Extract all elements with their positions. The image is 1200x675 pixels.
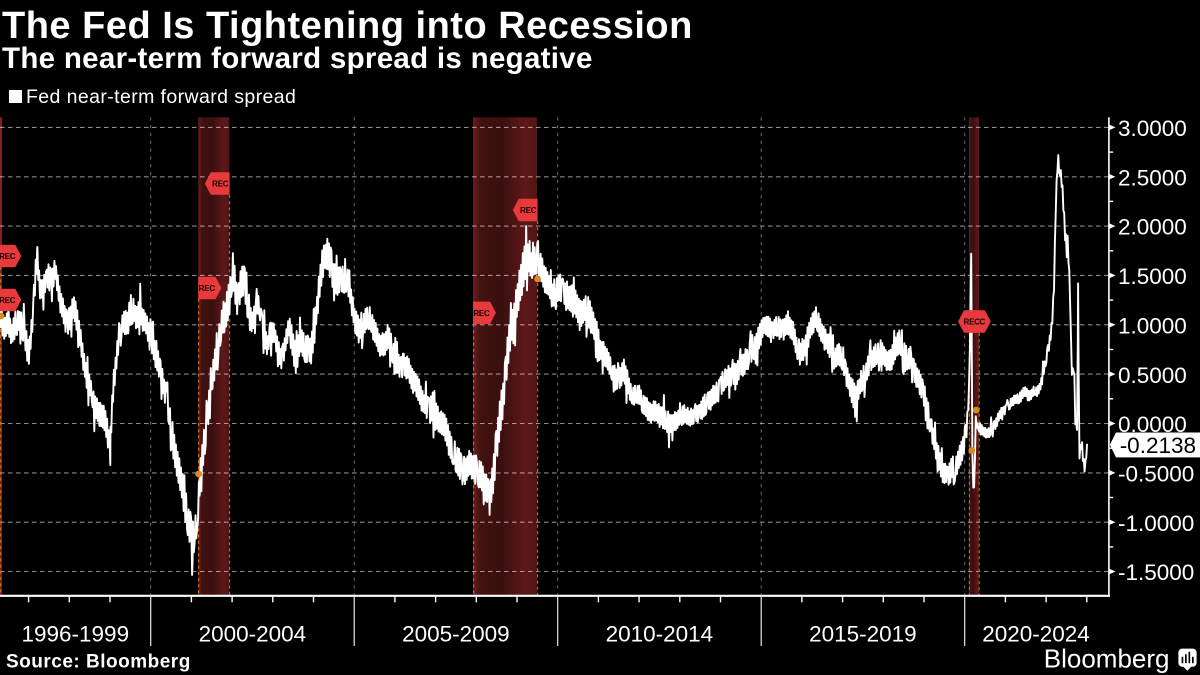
- svg-text:-0.2138: -0.2138: [1120, 433, 1196, 458]
- svg-text:REC: REC: [0, 296, 16, 305]
- svg-text:REC: REC: [199, 284, 216, 293]
- svg-text:1996-1999: 1996-1999: [21, 622, 129, 647]
- svg-text:2015-2019: 2015-2019: [809, 622, 917, 647]
- svg-text:2010-2014: 2010-2014: [606, 622, 714, 647]
- svg-text:Bloomberg: Bloomberg: [1044, 644, 1170, 674]
- svg-text:3.0000: 3.0000: [1118, 116, 1187, 141]
- svg-text:REC: REC: [0, 252, 16, 261]
- svg-text:REC: REC: [212, 180, 229, 189]
- svg-text:2020-2024: 2020-2024: [982, 622, 1090, 647]
- svg-text:-0.5000: -0.5000: [1118, 462, 1194, 487]
- svg-text:REC: REC: [473, 309, 490, 318]
- svg-text:0.5000: 0.5000: [1118, 363, 1187, 388]
- svg-text:REC: REC: [964, 318, 981, 327]
- svg-text:2005-2009: 2005-2009: [402, 622, 510, 647]
- svg-text:2.0000: 2.0000: [1118, 215, 1187, 240]
- svg-text:-1.5000: -1.5000: [1118, 560, 1194, 585]
- svg-text:Source: Bloomberg: Source: Bloomberg: [6, 652, 191, 673]
- svg-text:REC: REC: [520, 206, 537, 215]
- svg-text:-1.0000: -1.0000: [1118, 511, 1194, 536]
- svg-text:1.0000: 1.0000: [1118, 313, 1187, 338]
- svg-text:The near-term forward spread i: The near-term forward spread is negative: [2, 42, 593, 75]
- svg-text:The Fed Is Tightening into Rec: The Fed Is Tightening into Recession: [2, 5, 693, 47]
- svg-text:2.5000: 2.5000: [1118, 165, 1187, 190]
- svg-text:1.5000: 1.5000: [1118, 264, 1187, 289]
- svg-text:2000-2004: 2000-2004: [199, 622, 307, 647]
- svg-text:Fed near-term forward spread: Fed near-term forward spread: [26, 86, 296, 108]
